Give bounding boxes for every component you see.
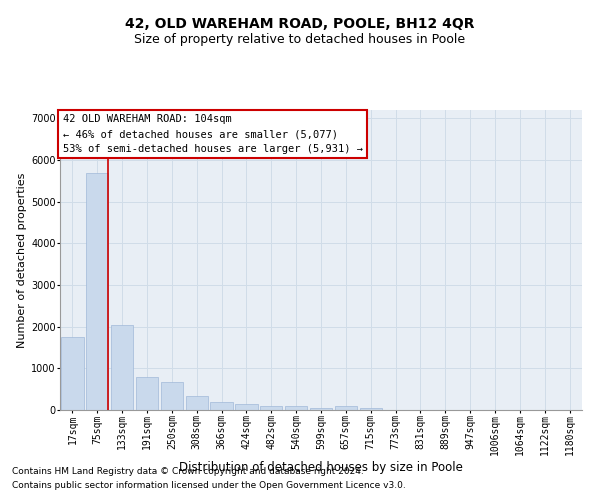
Bar	[111, 324, 133, 410]
Bar	[136, 376, 158, 410]
Bar	[86, 172, 109, 410]
Bar	[185, 396, 208, 410]
Text: 42 OLD WAREHAM ROAD: 104sqm
← 46% of detached houses are smaller (5,077)
53% of : 42 OLD WAREHAM ROAD: 104sqm ← 46% of det…	[62, 114, 362, 154]
Text: Contains HM Land Registry data © Crown copyright and database right 2024.: Contains HM Land Registry data © Crown c…	[12, 467, 364, 476]
Bar	[260, 406, 283, 410]
Text: 42, OLD WAREHAM ROAD, POOLE, BH12 4QR: 42, OLD WAREHAM ROAD, POOLE, BH12 4QR	[125, 18, 475, 32]
Bar	[235, 404, 257, 410]
Text: Contains public sector information licensed under the Open Government Licence v3: Contains public sector information licen…	[12, 481, 406, 490]
Y-axis label: Number of detached properties: Number of detached properties	[17, 172, 27, 348]
Bar	[335, 406, 357, 410]
Bar	[285, 406, 307, 410]
Bar	[161, 382, 183, 410]
Bar	[61, 337, 83, 410]
X-axis label: Distribution of detached houses by size in Poole: Distribution of detached houses by size …	[179, 461, 463, 474]
Bar	[211, 402, 233, 410]
Bar	[310, 408, 332, 410]
Bar	[359, 408, 382, 410]
Text: Size of property relative to detached houses in Poole: Size of property relative to detached ho…	[134, 32, 466, 46]
